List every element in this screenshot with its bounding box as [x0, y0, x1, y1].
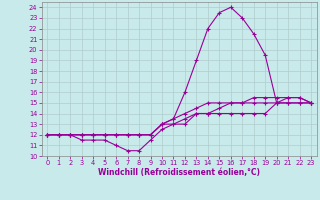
X-axis label: Windchill (Refroidissement éolien,°C): Windchill (Refroidissement éolien,°C) [98, 168, 260, 177]
